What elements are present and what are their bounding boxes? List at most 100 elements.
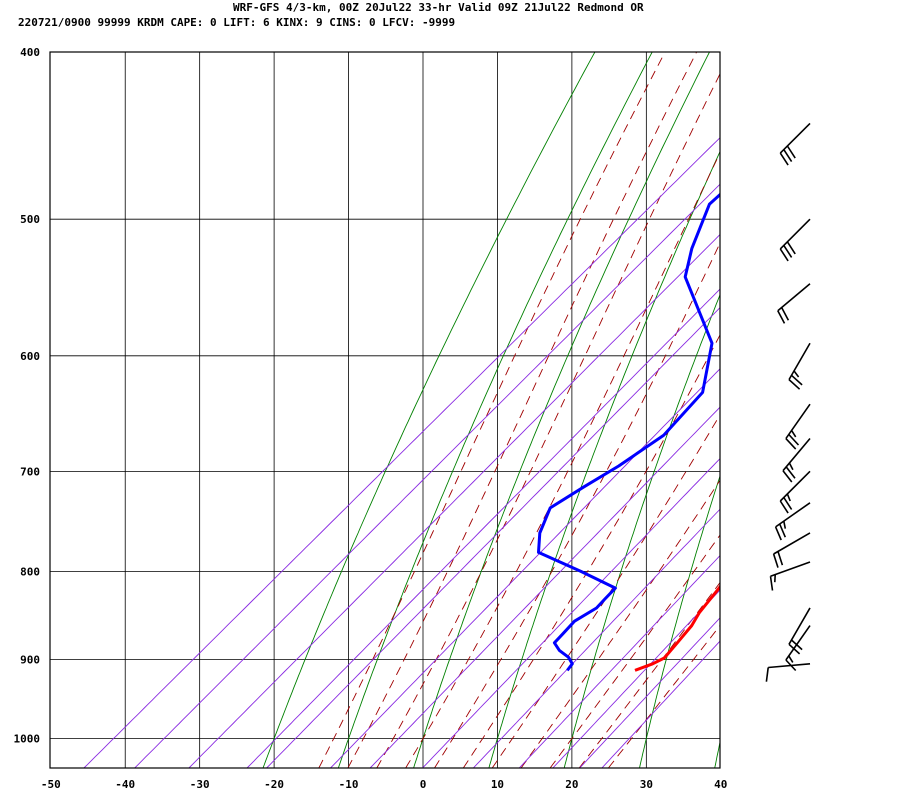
pressure-tick-label: 900 — [20, 654, 40, 667]
wind-barb-staff — [785, 403, 811, 440]
wind-barb-feather — [783, 149, 793, 163]
temperature-profile — [634, 584, 720, 672]
wind-barb-feather — [785, 438, 797, 450]
wind-barb-feather — [779, 248, 789, 262]
wind-barb-feather — [777, 310, 786, 324]
moist-adiabat — [520, 479, 720, 768]
pressure-tick-label: 800 — [20, 565, 40, 578]
mixing-ratio-line — [246, 288, 720, 768]
dry-adiabat — [413, 52, 710, 768]
wind-barb-feather — [788, 462, 794, 471]
temperature-tick-label: 0 — [420, 778, 427, 791]
moist-adiabat — [491, 413, 720, 768]
temperature-tick-label: 20 — [565, 778, 578, 791]
wind-barb — [788, 342, 811, 390]
temperature-tick-label: 30 — [640, 778, 653, 791]
temperature-tick-label: -20 — [264, 778, 284, 791]
wind-barb-feather — [790, 374, 803, 386]
wind-barb-staff — [779, 122, 811, 154]
dry-adiabat — [714, 740, 720, 768]
mixing-ratio-line — [188, 233, 720, 768]
pressure-tick-label: 500 — [20, 213, 40, 226]
mixing-ratio-line — [134, 183, 720, 768]
wind-barb-staff — [782, 438, 811, 472]
wind-barb-feather — [779, 152, 789, 166]
wind-barb-staff — [788, 342, 811, 381]
wind-barb-feather — [788, 433, 800, 446]
wind-barb — [769, 561, 811, 591]
wind-barb-feather — [790, 429, 797, 438]
wind-barb-feather — [785, 466, 796, 479]
pressure-tick-label: 400 — [20, 46, 40, 59]
wind-barb — [779, 218, 811, 262]
wind-barb-staff — [773, 532, 811, 555]
pressure-tick-label: 600 — [20, 350, 40, 363]
dry-adiabat — [262, 52, 596, 768]
temperature-tick-label: -40 — [115, 778, 135, 791]
wind-barb-staff — [785, 625, 811, 661]
mixing-ratio-line — [83, 137, 720, 768]
dry-adiabat — [563, 293, 720, 768]
mixing-ratio-line — [266, 307, 720, 768]
moist-adiabat — [578, 581, 720, 768]
pressure-tick-label: 1000 — [14, 733, 41, 746]
temperature-tick-label: -30 — [190, 778, 210, 791]
pressure-tick-label: 700 — [20, 465, 40, 478]
mixing-ratio-line — [552, 589, 720, 768]
wind-barb-staff — [788, 607, 811, 645]
moist-adiabat — [318, 52, 666, 768]
wind-barb-staff — [779, 470, 811, 502]
wind-barb-staff — [775, 502, 811, 528]
chart-title: WRF-GFS 4/3-km, 00Z 20Jul22 33-hr Valid … — [233, 1, 644, 14]
moist-adiabat — [376, 72, 720, 768]
wind-barb-feather — [769, 576, 774, 591]
wind-barb-feather — [786, 493, 791, 502]
plot-frame — [49, 51, 721, 769]
moist-adiabat — [434, 242, 720, 768]
wind-barb — [779, 470, 811, 514]
wind-barb-staff — [770, 561, 811, 578]
mixing-ratio-line — [579, 617, 720, 768]
wind-barb-feather — [788, 655, 794, 663]
isotherm-isobar-grid — [50, 51, 720, 768]
wind-barb — [765, 663, 811, 682]
wind-barb-staff — [768, 663, 811, 669]
wind-barb-feather — [765, 667, 769, 682]
wind-barb-feather — [778, 523, 787, 538]
wind-barb-staff — [779, 218, 811, 250]
mixing-ratio-line — [422, 457, 720, 768]
dry-adiabat — [337, 52, 653, 768]
wind-barb — [772, 532, 811, 568]
wind-barb-feather — [786, 145, 796, 159]
moist-adiabat — [462, 333, 720, 768]
wind-barb-feather — [783, 244, 793, 258]
wind-barb-staff — [777, 283, 811, 312]
dry-adiabat — [488, 150, 720, 768]
temperature-tick-label: 10 — [491, 778, 504, 791]
wind-barb-feather — [793, 370, 800, 378]
axis-labels: 400 500 600 700 800 900 1000 -50 -40 -30 -20 -10 0 10… — [14, 46, 728, 791]
wind-barb-feather — [772, 553, 779, 568]
dry-adiabat — [639, 474, 720, 768]
wind-barbs — [765, 122, 811, 682]
temperature-tick-label: 40 — [714, 778, 727, 791]
temperature-tick-label: -50 — [41, 778, 61, 791]
mixing-ratio-line — [518, 554, 720, 768]
temperature-tick-label: -10 — [339, 778, 359, 791]
wind-barb — [777, 283, 811, 324]
wind-barb-feather — [779, 500, 789, 514]
dewpoint-profile — [537, 192, 720, 672]
mixing-ratio-line — [369, 406, 720, 768]
wind-barb-feather — [780, 307, 790, 321]
moist-adiabat — [549, 534, 720, 768]
moist-adiabat — [347, 52, 698, 768]
mixing-ratio-line — [472, 508, 720, 768]
moist-adiabat — [608, 624, 720, 768]
wind-barb — [774, 502, 811, 541]
moist-adiabat — [405, 151, 720, 768]
wind-barb-feather — [786, 241, 796, 255]
mixing-ratio-line — [601, 640, 720, 768]
wind-barb-feather — [788, 379, 801, 390]
wind-barb — [779, 122, 811, 166]
